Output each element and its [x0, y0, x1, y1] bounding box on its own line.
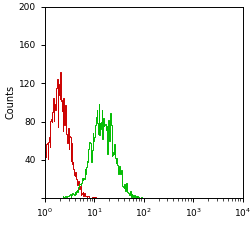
Y-axis label: Counts: Counts	[6, 85, 16, 119]
